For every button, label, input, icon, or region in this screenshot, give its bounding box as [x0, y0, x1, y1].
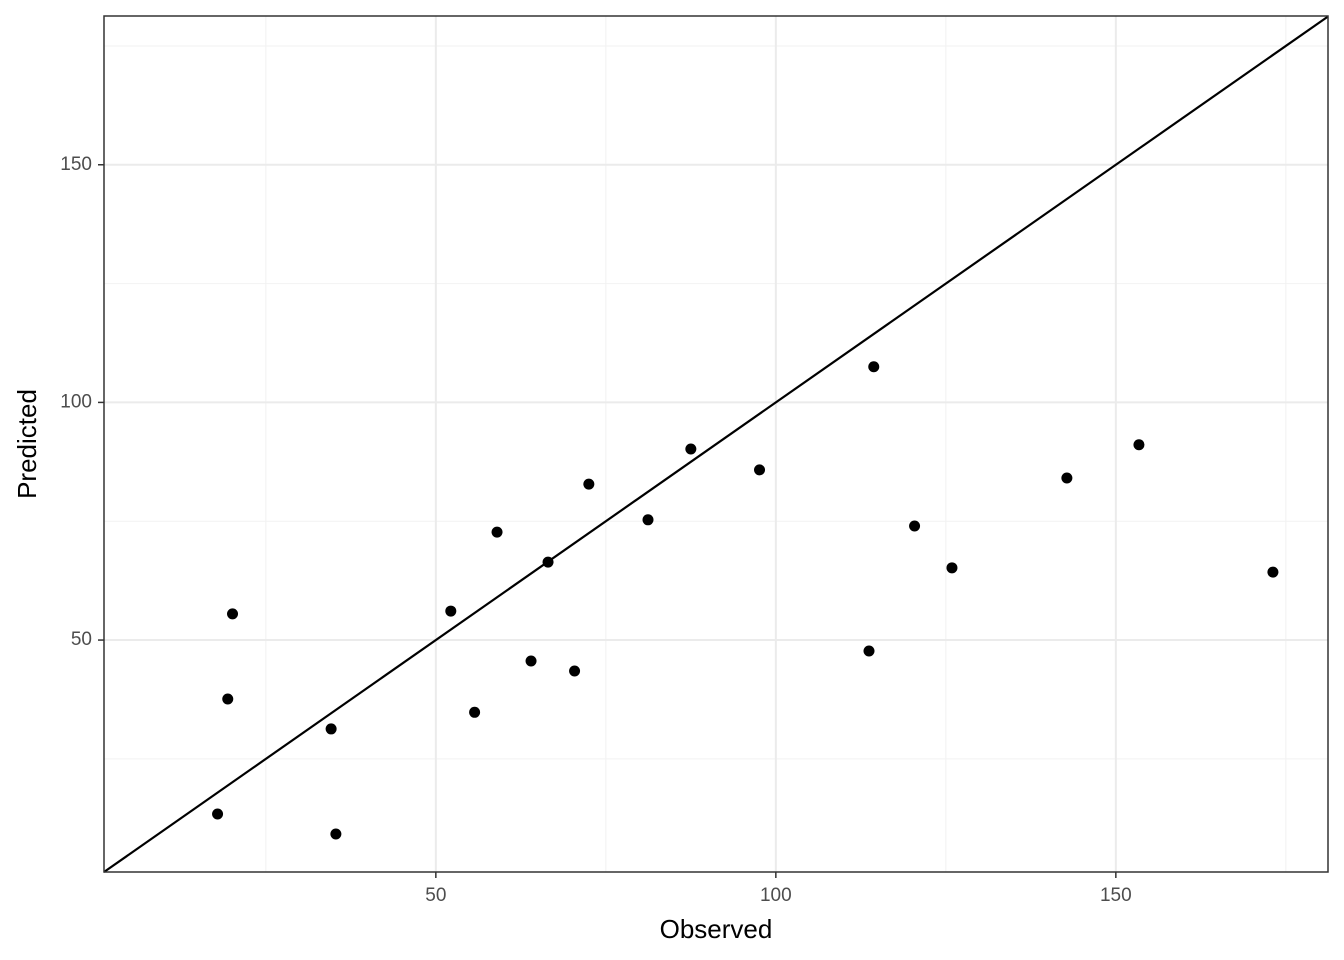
point	[583, 478, 595, 490]
x-tick-label: 50	[425, 885, 446, 906]
point	[642, 514, 654, 526]
point	[491, 526, 503, 538]
y-tick-label: 150	[60, 154, 92, 175]
point	[1133, 439, 1145, 451]
point	[222, 693, 234, 705]
y-tick-label: 100	[60, 391, 92, 412]
point	[325, 723, 337, 735]
point	[542, 556, 554, 568]
point	[868, 361, 880, 373]
point	[569, 665, 581, 677]
point	[525, 655, 537, 667]
point	[863, 645, 875, 657]
point	[469, 706, 481, 718]
point	[1061, 472, 1073, 484]
identity-line	[103, 15, 1329, 873]
y-axis-title: Predicted	[12, 389, 42, 499]
x-axis-title: Observed	[660, 914, 773, 944]
point	[754, 464, 766, 476]
point	[445, 605, 457, 617]
point	[909, 520, 921, 532]
y-tick-label: 50	[71, 629, 92, 650]
x-tick-label: 150	[1100, 885, 1132, 906]
point	[212, 808, 224, 820]
x-tick-label: 100	[760, 885, 792, 906]
point	[1267, 566, 1279, 578]
point	[330, 828, 342, 840]
point	[685, 443, 697, 455]
point	[227, 608, 239, 620]
point	[946, 562, 958, 574]
plot-border	[103, 15, 1329, 873]
